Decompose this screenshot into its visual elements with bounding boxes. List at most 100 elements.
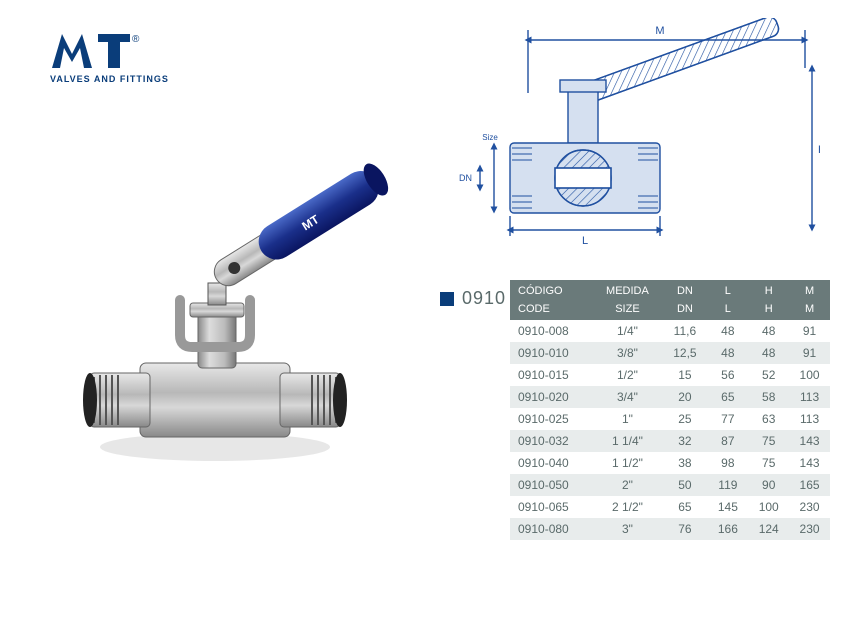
cell-l: 166 — [707, 518, 748, 540]
cell-h: 75 — [748, 452, 789, 474]
cell-size: 1 1/2" — [593, 452, 663, 474]
cell-l: 65 — [707, 386, 748, 408]
cell-l: 48 — [707, 320, 748, 342]
col-codigo: CÓDIGO — [510, 280, 593, 300]
table-row: 0910-0081/4"11,6484891 — [510, 320, 830, 342]
cell-l: 119 — [707, 474, 748, 496]
cell-code: 0910-065 — [510, 496, 593, 518]
table-row: 0910-0151/2"155652100 — [510, 364, 830, 386]
cell-l: 77 — [707, 408, 748, 430]
col-l2: L — [707, 300, 748, 320]
svg-text:H: H — [818, 144, 820, 156]
cell-m: 91 — [789, 320, 830, 342]
product-photo: MT — [60, 155, 410, 465]
col-dn2: DN — [662, 300, 707, 320]
cell-code: 0910-050 — [510, 474, 593, 496]
cell-code: 0910-025 — [510, 408, 593, 430]
table-body: 0910-0081/4"11,64848910910-0103/8"12,548… — [510, 320, 830, 540]
cell-dn: 65 — [662, 496, 707, 518]
cell-size: 3" — [593, 518, 663, 540]
cell-h: 48 — [748, 320, 789, 342]
cell-l: 56 — [707, 364, 748, 386]
brand-tagline: VALVES AND FITTINGS — [50, 74, 169, 84]
cell-size: 2 1/2" — [593, 496, 663, 518]
cell-code: 0910-020 — [510, 386, 593, 408]
cell-h: 124 — [748, 518, 789, 540]
svg-text:DN: DN — [459, 173, 472, 183]
col-h: H — [748, 280, 789, 300]
cell-m: 143 — [789, 452, 830, 474]
model-number: 0910 — [462, 288, 506, 309]
cell-dn: 20 — [662, 386, 707, 408]
table-row: 0910-0321 1/4"328775143 — [510, 430, 830, 452]
col-code: CODE — [510, 300, 593, 320]
cell-size: 1" — [593, 408, 663, 430]
cell-m: 165 — [789, 474, 830, 496]
cell-code: 0910-080 — [510, 518, 593, 540]
cell-m: 91 — [789, 342, 830, 364]
cell-size: 1/4" — [593, 320, 663, 342]
model-tag: 0910 — [440, 288, 506, 309]
brand-logo: ® VALVES AND FITTINGS — [50, 30, 169, 84]
cell-size: 2" — [593, 474, 663, 496]
table-row: 0910-0502"5011990165 — [510, 474, 830, 496]
table-header: CÓDIGO MEDIDA DN L H M CODE SIZE DN L H … — [510, 280, 830, 320]
svg-text:Size: Size — [482, 133, 498, 142]
cell-m: 113 — [789, 386, 830, 408]
cell-h: 100 — [748, 496, 789, 518]
cell-h: 63 — [748, 408, 789, 430]
technical-diagram: M H — [450, 18, 820, 248]
col-h2: H — [748, 300, 789, 320]
cell-m: 230 — [789, 518, 830, 540]
logo-mark: ® — [50, 30, 169, 72]
cell-dn: 12,5 — [662, 342, 707, 364]
cell-m: 143 — [789, 430, 830, 452]
cell-l: 145 — [707, 496, 748, 518]
svg-text:M: M — [655, 25, 664, 37]
cell-h: 90 — [748, 474, 789, 496]
col-m: M — [789, 280, 830, 300]
cell-code: 0910-040 — [510, 452, 593, 474]
cell-size: 3/8" — [593, 342, 663, 364]
cell-l: 98 — [707, 452, 748, 474]
svg-text:L: L — [582, 235, 588, 247]
cell-h: 58 — [748, 386, 789, 408]
table-row: 0910-0103/8"12,5484891 — [510, 342, 830, 364]
cell-dn: 76 — [662, 518, 707, 540]
cell-m: 230 — [789, 496, 830, 518]
cell-size: 1/2" — [593, 364, 663, 386]
cell-m: 100 — [789, 364, 830, 386]
table-row: 0910-0251"257763113 — [510, 408, 830, 430]
cell-h: 52 — [748, 364, 789, 386]
table-row: 0910-0203/4"206558113 — [510, 386, 830, 408]
cell-h: 75 — [748, 430, 789, 452]
table-row: 0910-0803"76166124230 — [510, 518, 830, 540]
cell-dn: 38 — [662, 452, 707, 474]
col-size: SIZE — [593, 300, 663, 320]
cell-dn: 32 — [662, 430, 707, 452]
cell-dn: 15 — [662, 364, 707, 386]
col-medida: MEDIDA — [593, 280, 663, 300]
cell-l: 87 — [707, 430, 748, 452]
cell-m: 113 — [789, 408, 830, 430]
cell-h: 48 — [748, 342, 789, 364]
col-l: L — [707, 280, 748, 300]
col-dn: DN — [662, 280, 707, 300]
cell-size: 1 1/4" — [593, 430, 663, 452]
cell-dn: 11,6 — [662, 320, 707, 342]
cell-code: 0910-015 — [510, 364, 593, 386]
spec-table: CÓDIGO MEDIDA DN L H M CODE SIZE DN L H … — [510, 280, 830, 540]
cell-dn: 50 — [662, 474, 707, 496]
model-square-icon — [440, 292, 454, 306]
cell-l: 48 — [707, 342, 748, 364]
table-row: 0910-0401 1/2"389875143 — [510, 452, 830, 474]
col-m2: M — [789, 300, 830, 320]
cell-size: 3/4" — [593, 386, 663, 408]
cell-code: 0910-032 — [510, 430, 593, 452]
cell-code: 0910-008 — [510, 320, 593, 342]
registered-mark: ® — [132, 34, 140, 45]
mt-logo-icon: ® — [50, 30, 140, 72]
cell-dn: 25 — [662, 408, 707, 430]
cell-code: 0910-010 — [510, 342, 593, 364]
table-row: 0910-0652 1/2"65145100230 — [510, 496, 830, 518]
